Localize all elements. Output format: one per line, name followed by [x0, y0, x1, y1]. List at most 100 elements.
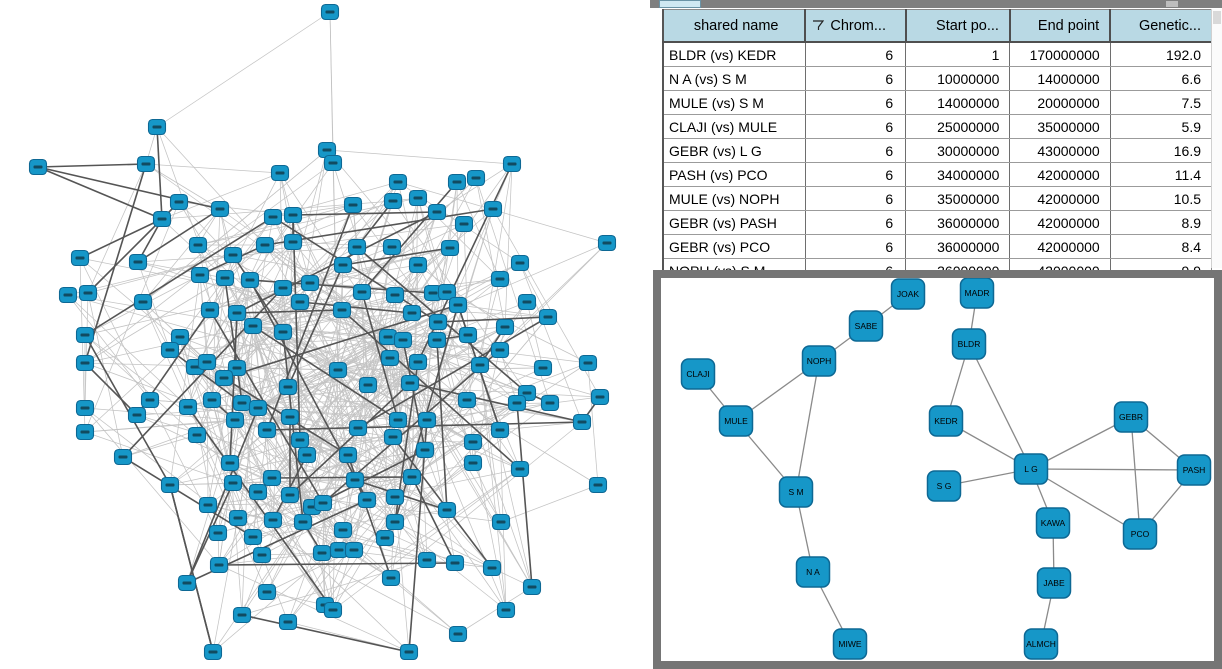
- network-node[interactable]: [463, 454, 483, 472]
- network-node-gebr[interactable]: [1113, 401, 1149, 433]
- table-cell[interactable]: 20000000: [1009, 90, 1111, 115]
- network-node[interactable]: [590, 388, 610, 406]
- network-node-s-m[interactable]: [778, 476, 814, 508]
- network-node-kawa[interactable]: [1035, 507, 1071, 539]
- network-node[interactable]: [243, 528, 263, 546]
- network-node[interactable]: [215, 269, 235, 287]
- table-cell[interactable]: 6: [805, 42, 907, 67]
- network-node[interactable]: [210, 200, 230, 218]
- network-node[interactable]: [28, 158, 48, 176]
- network-node[interactable]: [75, 399, 95, 417]
- network-node[interactable]: [220, 454, 240, 472]
- network-node[interactable]: [147, 118, 167, 136]
- table-scrollbar[interactable]: [1211, 9, 1222, 268]
- network-node[interactable]: [490, 341, 510, 359]
- network-node[interactable]: [313, 494, 333, 512]
- network-node[interactable]: [152, 210, 172, 228]
- network-node[interactable]: [440, 239, 460, 257]
- network-node[interactable]: [408, 256, 428, 274]
- table-cell[interactable]: 35000000: [905, 186, 1011, 211]
- network-node[interactable]: [375, 529, 395, 547]
- table-cell[interactable]: 14000000: [1009, 66, 1111, 91]
- network-node[interactable]: [297, 446, 317, 464]
- network-node[interactable]: [385, 488, 405, 506]
- network-node[interactable]: [232, 606, 252, 624]
- network-node[interactable]: [78, 284, 98, 302]
- network-node[interactable]: [490, 421, 510, 439]
- network-node-pash[interactable]: [1176, 454, 1212, 486]
- network-node[interactable]: [225, 411, 245, 429]
- network-node[interactable]: [323, 154, 343, 172]
- network-node[interactable]: [169, 193, 189, 211]
- network-node[interactable]: [415, 441, 435, 459]
- network-node[interactable]: [417, 411, 437, 429]
- network-node[interactable]: [383, 428, 403, 446]
- network-node[interactable]: [383, 192, 403, 210]
- network-node-s-g[interactable]: [926, 470, 962, 502]
- network-node[interactable]: [323, 601, 343, 619]
- table-cell[interactable]: 5.9: [1110, 114, 1213, 139]
- network-node[interactable]: [290, 293, 310, 311]
- network-node[interactable]: [385, 286, 405, 304]
- network-node[interactable]: [198, 496, 218, 514]
- network-node[interactable]: [280, 408, 300, 426]
- network-node[interactable]: [300, 274, 320, 292]
- network-node[interactable]: [388, 173, 408, 191]
- network-node[interactable]: [190, 266, 210, 284]
- network-node[interactable]: [263, 208, 283, 226]
- network-node[interactable]: [448, 625, 468, 643]
- network-node-jabe[interactable]: [1036, 567, 1072, 599]
- network-node[interactable]: [447, 173, 467, 191]
- network-node[interactable]: [385, 513, 405, 531]
- network-node[interactable]: [232, 394, 252, 412]
- network-node[interactable]: [347, 238, 367, 256]
- table-cell[interactable]: 11.4: [1110, 162, 1213, 187]
- network-node-claji[interactable]: [680, 358, 716, 390]
- table-cell[interactable]: 1: [905, 42, 1011, 67]
- network-node[interactable]: [507, 394, 527, 412]
- table-cell[interactable]: 6: [805, 66, 907, 91]
- table-cell[interactable]: 6.6: [1110, 66, 1213, 91]
- network-node[interactable]: [270, 164, 290, 182]
- network-node[interactable]: [160, 476, 180, 494]
- table-cell[interactable]: 36000000: [905, 210, 1011, 235]
- network-node[interactable]: [257, 421, 277, 439]
- table-row[interactable]: GEBR (vs) PCO 6 36000000 42000000 8.4: [663, 234, 1213, 259]
- table-cell[interactable]: 8.9: [1110, 210, 1213, 235]
- table-cell[interactable]: 43000000: [1009, 138, 1111, 163]
- network-node-pco[interactable]: [1122, 518, 1158, 550]
- network-node[interactable]: [400, 374, 420, 392]
- network-node[interactable]: [348, 419, 368, 437]
- network-node-sabe[interactable]: [848, 310, 884, 342]
- table-cell[interactable]: 34000000: [905, 162, 1011, 187]
- network-node[interactable]: [352, 283, 372, 301]
- network-node[interactable]: [187, 426, 207, 444]
- network-node[interactable]: [227, 304, 247, 322]
- network-node[interactable]: [328, 361, 348, 379]
- table-cell[interactable]: 16.9: [1110, 138, 1213, 163]
- network-node[interactable]: [338, 446, 358, 464]
- network-node[interactable]: [482, 559, 502, 577]
- network-node[interactable]: [257, 583, 277, 601]
- network-node-madr[interactable]: [959, 278, 995, 309]
- network-node[interactable]: [70, 249, 90, 267]
- network-node[interactable]: [252, 546, 272, 564]
- network-node[interactable]: [283, 233, 303, 251]
- network-node[interactable]: [228, 509, 248, 527]
- network-node[interactable]: [437, 501, 457, 519]
- network-node[interactable]: [427, 331, 447, 349]
- network-node[interactable]: [428, 313, 448, 331]
- network-node[interactable]: [58, 286, 78, 304]
- table-cell[interactable]: 6: [805, 210, 907, 235]
- network-node[interactable]: [533, 359, 553, 377]
- table-cell[interactable]: 14000000: [905, 90, 1011, 115]
- network-node[interactable]: [345, 471, 365, 489]
- table-cell[interactable]: 10.5: [1110, 186, 1213, 211]
- network-node[interactable]: [358, 376, 378, 394]
- table-cell[interactable]: 7.5: [1110, 90, 1213, 115]
- table-cell[interactable]: 8.4: [1110, 234, 1213, 259]
- network-node[interactable]: [402, 468, 422, 486]
- network-node[interactable]: [293, 513, 313, 531]
- table-cell[interactable]: 170000000: [1009, 42, 1111, 67]
- table-cell[interactable]: GEBR (vs) PCO: [663, 234, 806, 259]
